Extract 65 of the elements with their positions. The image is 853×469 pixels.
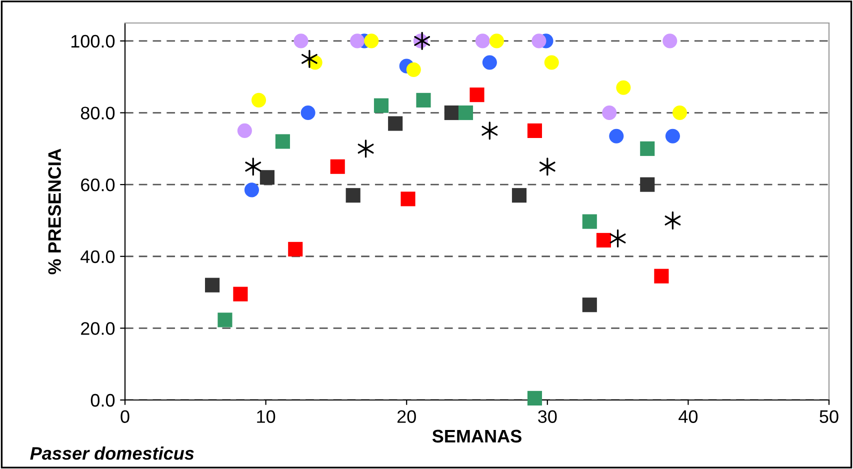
point	[388, 116, 403, 131]
x-tick-label: 30	[538, 410, 557, 423]
y-tick-label: 40.0	[80, 250, 115, 264]
point	[358, 140, 374, 158]
point	[458, 105, 474, 120]
x-tick-label: 50	[820, 410, 838, 423]
point	[260, 170, 274, 185]
point	[489, 34, 504, 48]
point	[288, 242, 303, 256]
point	[444, 105, 459, 120]
point	[482, 122, 498, 140]
point	[237, 123, 252, 138]
point	[346, 188, 360, 203]
point	[364, 34, 379, 48]
point	[218, 312, 232, 328]
point	[665, 128, 680, 144]
point	[610, 229, 626, 248]
point	[233, 286, 248, 302]
point	[662, 34, 678, 48]
point	[205, 278, 220, 292]
y-tick-label: 0.0	[90, 394, 115, 407]
x-tick-label: 10	[257, 410, 276, 423]
point	[416, 92, 431, 108]
point	[596, 232, 612, 248]
y-tick-label: 60.0	[81, 178, 115, 192]
point	[544, 55, 559, 70]
point	[482, 55, 497, 70]
point	[406, 62, 421, 77]
y-tick-label: 20.0	[81, 322, 115, 335]
point	[245, 158, 262, 176]
point	[475, 34, 490, 48]
point	[374, 98, 389, 113]
point	[532, 34, 546, 48]
y-axis-title: % PRESENCIA	[48, 148, 61, 274]
point	[470, 88, 484, 102]
point	[672, 105, 688, 120]
text: Passer domesticus	[30, 446, 194, 460]
point	[640, 141, 655, 156]
point	[609, 128, 624, 144]
point	[275, 134, 290, 149]
x-axis-title: SEMANAS	[432, 430, 522, 443]
point	[251, 92, 266, 108]
point	[582, 298, 597, 312]
point	[616, 80, 631, 95]
point	[294, 34, 308, 48]
point	[244, 182, 260, 198]
point	[300, 105, 316, 120]
point	[302, 50, 318, 68]
point	[350, 34, 365, 48]
point	[664, 211, 681, 230]
y-tick-label: 80.0	[80, 106, 115, 120]
point	[539, 158, 556, 176]
point	[582, 214, 597, 229]
point	[330, 159, 345, 174]
y-tick-label: 100.0	[71, 34, 115, 48]
x-tick-label: 0	[120, 410, 130, 423]
point	[527, 123, 542, 138]
point	[512, 188, 527, 203]
point	[527, 390, 542, 406]
x-tick-label: 40	[678, 410, 698, 423]
point	[400, 192, 416, 206]
x-tick-label: 20	[397, 410, 416, 423]
point	[640, 177, 655, 192]
point	[602, 105, 617, 120]
point	[654, 268, 669, 284]
